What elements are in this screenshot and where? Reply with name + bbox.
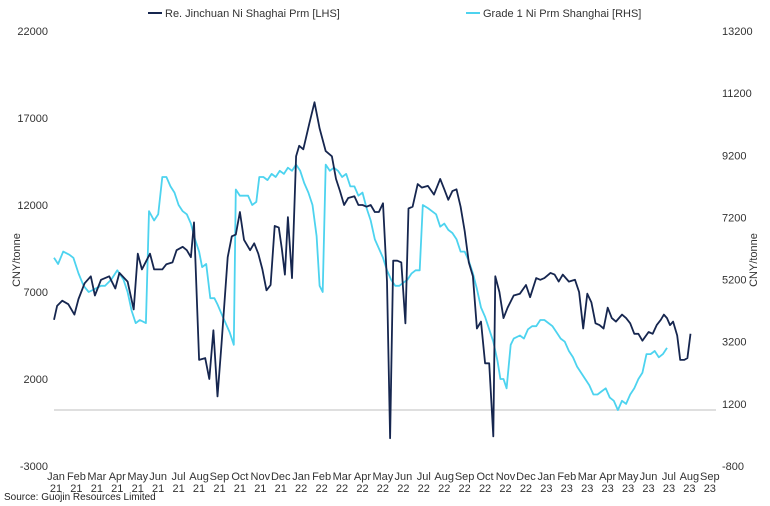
x-tick-month: May bbox=[373, 471, 394, 483]
x-tick-month: Jan bbox=[47, 471, 65, 483]
x-tick-year: 21 bbox=[234, 483, 246, 495]
x-tick-month: Sep bbox=[210, 471, 230, 483]
x-tick-month: Jul bbox=[662, 471, 676, 483]
chart-legend: Re. Jinchuan Ni Shaghai Prm [LHS] Grade … bbox=[148, 8, 641, 20]
x-tick-month: May bbox=[127, 471, 148, 483]
x-tick-month: May bbox=[618, 471, 639, 483]
x-tick-year: 21 bbox=[152, 483, 164, 495]
x-tick-year: 23 bbox=[683, 483, 695, 495]
series-layer bbox=[53, 101, 692, 440]
right-tick-label: 7200 bbox=[722, 212, 746, 224]
right-tick-label: 5200 bbox=[722, 275, 746, 287]
x-tick-month: Aug bbox=[189, 471, 209, 483]
left-tick-label: 22000 bbox=[17, 26, 48, 38]
left-tick-label: 12000 bbox=[17, 200, 48, 212]
x-tick-month: Jun bbox=[394, 471, 412, 483]
x-tick-year: 21 bbox=[91, 483, 103, 495]
left-tick-label: 2000 bbox=[24, 374, 48, 386]
right-tick-label: 3200 bbox=[722, 337, 746, 349]
x-tick-year: 22 bbox=[520, 483, 532, 495]
x-tick-month: Jul bbox=[417, 471, 431, 483]
series-line-jinchuan bbox=[53, 101, 692, 440]
right-axis-ticks: 13200 11200 9200 7200 5200 3200 1200 -800 bbox=[722, 26, 753, 473]
x-tick-year: 21 bbox=[70, 483, 82, 495]
x-tick-year: 21 bbox=[132, 483, 144, 495]
left-axis-title: CNY/tonne bbox=[11, 233, 23, 287]
x-tick-year: 22 bbox=[295, 483, 307, 495]
right-tick-label: 9200 bbox=[722, 150, 746, 162]
x-tick-month: Apr bbox=[599, 471, 616, 483]
x-tick-year: 21 bbox=[213, 483, 225, 495]
x-tick-month: Jun bbox=[149, 471, 167, 483]
x-tick-month: Dec bbox=[516, 471, 536, 483]
x-tick-year: 23 bbox=[561, 483, 573, 495]
legend-label-jinchuan: Re. Jinchuan Ni Shaghai Prm [LHS] bbox=[165, 8, 340, 20]
x-tick-year: 22 bbox=[397, 483, 409, 495]
x-tick-month: Oct bbox=[231, 471, 248, 483]
x-tick-month: Aug bbox=[434, 471, 454, 483]
x-tick-month: Sep bbox=[700, 471, 720, 483]
x-tick-year: 22 bbox=[356, 483, 368, 495]
x-tick-year: 21 bbox=[172, 483, 184, 495]
x-tick-year: 23 bbox=[540, 483, 552, 495]
x-tick-month: Nov bbox=[496, 471, 516, 483]
legend-label-grade1: Grade 1 Ni Prm Shanghai [RHS] bbox=[483, 8, 641, 20]
x-tick-month: Apr bbox=[354, 471, 371, 483]
right-tick-label: 1200 bbox=[722, 399, 746, 411]
x-tick-month: Jul bbox=[172, 471, 186, 483]
right-tick-label: 11200 bbox=[722, 88, 752, 100]
x-tick-year: 22 bbox=[315, 483, 327, 495]
x-tick-year: 21 bbox=[275, 483, 287, 495]
x-tick-year: 22 bbox=[418, 483, 430, 495]
x-tick-month: Mar bbox=[578, 471, 597, 483]
x-tick-year: 23 bbox=[622, 483, 634, 495]
x-tick-year: 23 bbox=[704, 483, 716, 495]
x-tick-year: 23 bbox=[602, 483, 614, 495]
x-tick-month: Apr bbox=[109, 471, 126, 483]
left-tick-label: -3000 bbox=[20, 461, 48, 473]
x-tick-month: Jan bbox=[292, 471, 310, 483]
x-tick-year: 22 bbox=[377, 483, 389, 495]
x-tick-month: Mar bbox=[87, 471, 106, 483]
x-tick-year: 21 bbox=[50, 483, 62, 495]
x-axis-ticks: Jan21Feb21Mar21Apr21May21Jun21Jul21Aug21… bbox=[47, 471, 719, 495]
left-axis-ticks: 22000 17000 12000 7000 2000 -3000 bbox=[17, 26, 48, 473]
x-tick-month: Feb bbox=[67, 471, 86, 483]
x-tick-year: 22 bbox=[479, 483, 491, 495]
source-note: Source: Guojin Resources Limited bbox=[4, 492, 156, 503]
x-tick-month: Mar bbox=[333, 471, 352, 483]
x-tick-year: 21 bbox=[254, 483, 266, 495]
x-tick-month: Oct bbox=[477, 471, 494, 483]
x-tick-month: Sep bbox=[455, 471, 475, 483]
left-tick-label: 17000 bbox=[17, 113, 48, 125]
x-tick-year: 22 bbox=[499, 483, 511, 495]
right-tick-label: -800 bbox=[722, 461, 744, 473]
left-tick-label: 7000 bbox=[24, 287, 48, 299]
x-tick-month: Aug bbox=[680, 471, 700, 483]
x-tick-year: 23 bbox=[663, 483, 675, 495]
x-tick-year: 22 bbox=[336, 483, 348, 495]
x-tick-month: Feb bbox=[312, 471, 331, 483]
right-tick-label: 13200 bbox=[722, 26, 753, 38]
x-tick-month: Dec bbox=[271, 471, 291, 483]
x-tick-month: Nov bbox=[251, 471, 271, 483]
x-tick-year: 23 bbox=[581, 483, 593, 495]
x-tick-month: Jun bbox=[640, 471, 658, 483]
x-tick-month: Jan bbox=[537, 471, 555, 483]
x-tick-year: 21 bbox=[193, 483, 205, 495]
x-tick-year: 21 bbox=[111, 483, 123, 495]
series-line-grade1 bbox=[53, 163, 668, 411]
x-tick-year: 23 bbox=[642, 483, 654, 495]
right-axis-title: CNY/tonne bbox=[748, 233, 760, 287]
x-tick-year: 22 bbox=[438, 483, 450, 495]
x-tick-month: Feb bbox=[557, 471, 576, 483]
x-tick-year: 22 bbox=[459, 483, 471, 495]
